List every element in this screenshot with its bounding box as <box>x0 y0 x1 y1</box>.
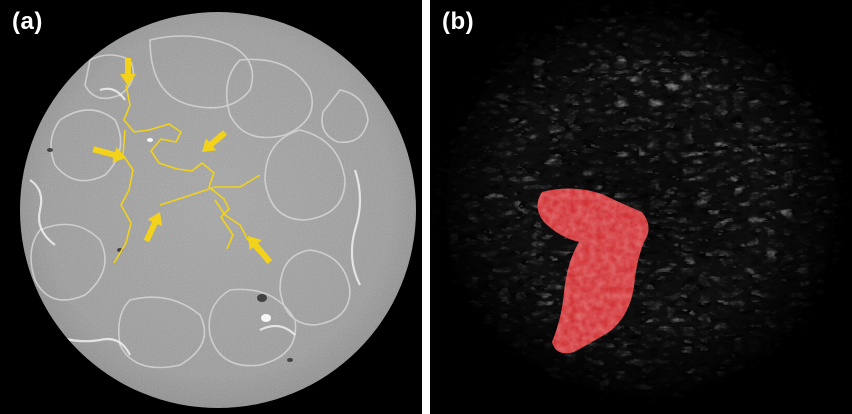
arrow-icon <box>202 130 227 152</box>
panel-label-a: (a) <box>12 8 43 35</box>
arrow-icon <box>92 146 126 163</box>
tissue-texture <box>20 12 416 408</box>
panel-a-ct-slice: (a) <box>0 0 422 414</box>
arrow-icon <box>120 58 136 86</box>
panel-label-b: (b) <box>442 8 475 35</box>
fiber-network <box>430 0 852 414</box>
ct-slice-image <box>0 0 422 414</box>
annotation-arrows <box>92 58 273 264</box>
arrow-icon <box>143 212 163 243</box>
volume-render-image <box>430 0 852 414</box>
arrow-icon <box>248 236 273 264</box>
panel-b-3d-render: (b) <box>430 0 852 414</box>
